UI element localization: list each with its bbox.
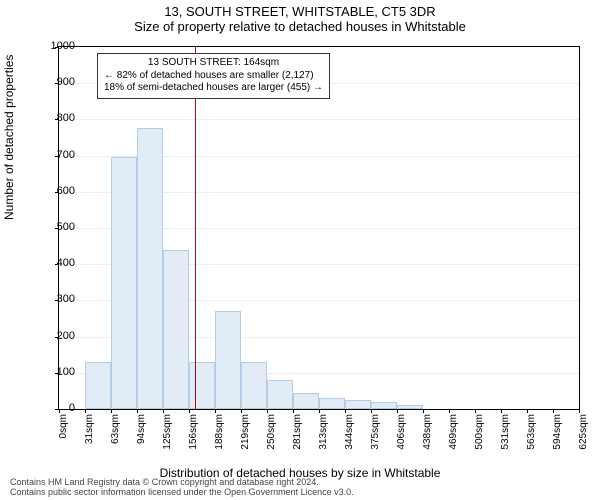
x-tick: [345, 409, 346, 413]
chart-title-main: 13, SOUTH STREET, WHITSTABLE, CT5 3DR: [0, 0, 600, 19]
x-tick: [267, 409, 268, 413]
reference-line: [195, 47, 196, 409]
histogram-bar: [267, 380, 293, 409]
y-tick-label: 800: [57, 112, 75, 124]
footer-attribution: Contains HM Land Registry data © Crown c…: [10, 478, 354, 498]
histogram-bar: [137, 128, 163, 409]
histogram-bar: [189, 362, 215, 409]
x-tick-label: 313sqm: [318, 414, 329, 454]
x-tick-label: 500sqm: [474, 414, 485, 454]
x-tick-label: 563sqm: [526, 414, 537, 454]
y-tick-label: 500: [57, 221, 75, 233]
histogram-bar: [111, 157, 137, 409]
x-tick-label: 625sqm: [578, 414, 589, 454]
x-tick-label: 406sqm: [396, 414, 407, 454]
x-tick: [319, 409, 320, 413]
x-tick: [137, 409, 138, 413]
y-tick-label: 100: [57, 366, 75, 378]
x-tick-label: 594sqm: [552, 414, 563, 454]
y-tick-label: 700: [57, 149, 75, 161]
annotation-line: ← 82% of detached houses are smaller (2,…: [104, 70, 323, 83]
histogram-bar: [345, 400, 371, 409]
x-tick-label: 250sqm: [266, 414, 277, 454]
x-tick-label: 281sqm: [292, 414, 303, 454]
x-tick: [241, 409, 242, 413]
histogram-bar: [397, 405, 423, 409]
x-tick: [59, 409, 60, 413]
x-tick: [527, 409, 528, 413]
y-tick-label: 1000: [51, 40, 75, 52]
x-tick-label: 438sqm: [422, 414, 433, 454]
histogram-bar: [371, 402, 397, 409]
x-tick-label: 125sqm: [162, 414, 173, 454]
x-tick: [189, 409, 190, 413]
x-tick-label: 375sqm: [370, 414, 381, 454]
x-tick: [449, 409, 450, 413]
x-tick-label: 219sqm: [240, 414, 251, 454]
x-tick: [397, 409, 398, 413]
x-tick: [579, 409, 580, 413]
x-tick: [293, 409, 294, 413]
x-tick: [163, 409, 164, 413]
y-tick-label: 600: [57, 185, 75, 197]
x-tick-label: 469sqm: [448, 414, 459, 454]
y-tick-label: 200: [57, 330, 75, 342]
histogram-bar: [215, 311, 241, 409]
y-tick-label: 300: [57, 293, 75, 305]
x-tick: [85, 409, 86, 413]
x-tick-label: 94sqm: [136, 414, 147, 454]
x-tick-label: 31sqm: [84, 414, 95, 454]
x-tick-label: 188sqm: [214, 414, 225, 454]
y-tick-label: 900: [57, 76, 75, 88]
x-tick: [423, 409, 424, 413]
x-tick: [553, 409, 554, 413]
plot-area: 13 SOUTH STREET: 164sqm← 82% of detached…: [58, 46, 580, 410]
x-tick-label: 63sqm: [110, 414, 121, 454]
gridline-h: [59, 119, 579, 120]
y-tick-label: 0: [69, 402, 75, 414]
annotation-box: 13 SOUTH STREET: 164sqm← 82% of detached…: [97, 53, 330, 99]
x-tick: [215, 409, 216, 413]
histogram-bar: [163, 250, 189, 409]
histogram-bar: [293, 393, 319, 409]
x-tick: [501, 409, 502, 413]
y-axis-label: Number of detached properties: [2, 55, 16, 220]
histogram-bar: [241, 362, 267, 409]
y-tick-label: 400: [57, 257, 75, 269]
chart-title-sub: Size of property relative to detached ho…: [0, 19, 600, 34]
histogram-bar: [85, 362, 111, 409]
x-tick-label: 531sqm: [500, 414, 511, 454]
x-tick: [111, 409, 112, 413]
x-tick: [475, 409, 476, 413]
annotation-line: 18% of semi-detached houses are larger (…: [104, 82, 323, 95]
x-tick: [371, 409, 372, 413]
histogram-bar: [319, 398, 345, 409]
x-tick-label: 0sqm: [58, 414, 69, 454]
x-tick-label: 156sqm: [188, 414, 199, 454]
footer-line-2: Contains public sector information licen…: [10, 488, 354, 498]
annotation-line: 13 SOUTH STREET: 164sqm: [104, 57, 323, 70]
x-tick-label: 344sqm: [344, 414, 355, 454]
